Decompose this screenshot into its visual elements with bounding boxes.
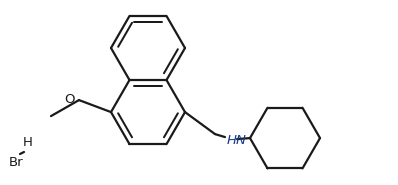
Text: O: O (64, 92, 75, 106)
Text: Br: Br (9, 157, 23, 169)
Text: HN: HN (227, 134, 247, 147)
Text: H: H (23, 137, 33, 149)
